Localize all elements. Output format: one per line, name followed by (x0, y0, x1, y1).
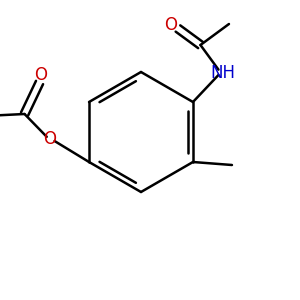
Text: O: O (34, 66, 46, 84)
Text: O: O (164, 16, 177, 34)
Text: O: O (43, 130, 56, 148)
Text: NH: NH (211, 64, 236, 82)
